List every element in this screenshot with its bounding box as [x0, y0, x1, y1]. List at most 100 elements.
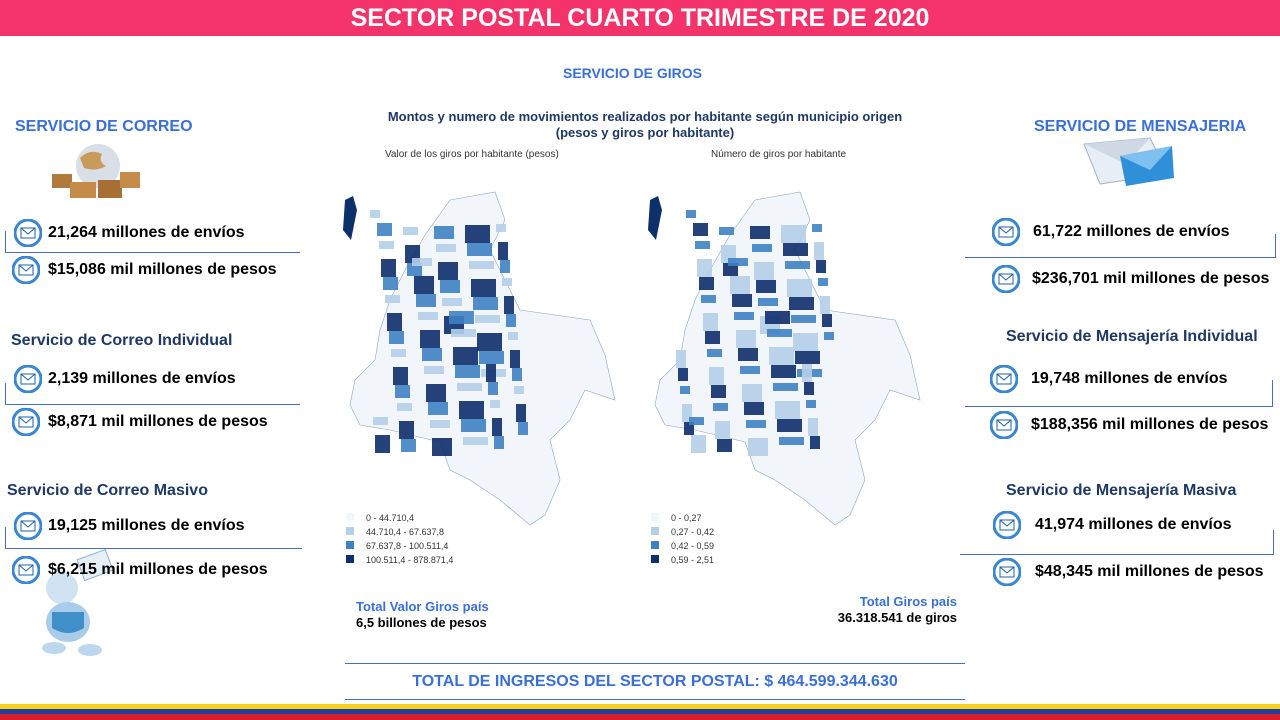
municipality — [701, 295, 716, 303]
municipality — [785, 261, 810, 269]
item-text: 19,125 millones de envíos — [48, 517, 245, 534]
municipality — [518, 422, 528, 435]
subsection-title: Servicio de Mensajería Individual — [1006, 328, 1258, 345]
municipality — [465, 225, 490, 243]
municipality — [471, 279, 496, 297]
legend-swatch — [651, 527, 659, 535]
maps: 0 - 44.710,4 44.710,4 - 67.637,8 67.637,8 … — [343, 191, 921, 565]
municipality — [769, 347, 794, 365]
map-title: (pesos y giros por habitante) — [555, 125, 735, 140]
municipality — [455, 365, 480, 378]
municipality — [820, 296, 830, 314]
bracket-line — [5, 383, 6, 405]
municipality — [414, 276, 434, 294]
municipality — [440, 280, 460, 293]
municipality — [373, 417, 388, 425]
legend-label: 100.511,4 - 878.871,4 — [366, 555, 453, 565]
municipality — [504, 296, 514, 314]
island — [343, 196, 357, 240]
item-text: $236,701 mil millones de pesos — [1032, 270, 1270, 287]
municipality — [787, 279, 812, 297]
mail-icon — [989, 410, 1019, 440]
municipality — [428, 402, 448, 415]
municipality — [432, 438, 452, 456]
legend-swatch — [651, 555, 659, 563]
municipality — [802, 364, 812, 382]
municipality — [502, 278, 512, 286]
municipality — [795, 351, 820, 364]
municipality — [506, 314, 516, 327]
item-text: 21,264 millones de envíos — [48, 224, 245, 241]
municipality — [420, 330, 440, 348]
legend-swatch — [346, 555, 354, 563]
municipality — [691, 435, 706, 453]
mail-icon — [991, 264, 1021, 294]
municipality — [684, 422, 694, 435]
legend-swatch — [651, 541, 659, 549]
municipality — [486, 364, 496, 382]
municipality — [711, 385, 726, 398]
mail-icon — [11, 555, 41, 585]
footer-total: TOTAL DE INGRESOS DEL SECTOR POSTAL: $ 4… — [412, 673, 898, 690]
municipality — [500, 260, 510, 273]
municipality — [686, 210, 696, 218]
legend-swatch — [346, 527, 354, 535]
giros-title: SERVICIO DE GIROS — [563, 65, 702, 81]
municipality — [508, 332, 518, 340]
header-title: SECTOR POSTAL CUARTO TRIMESTRE DE 2020 — [0, 0, 1280, 36]
municipality — [693, 223, 708, 236]
municipality — [490, 400, 500, 408]
municipality — [822, 314, 832, 327]
mascot-image — [42, 548, 114, 656]
municipality — [393, 367, 408, 385]
municipality — [385, 295, 400, 303]
municipality — [416, 294, 436, 307]
municipality — [806, 400, 816, 408]
municipality — [678, 368, 688, 381]
municipality — [449, 311, 474, 324]
municipality — [459, 401, 484, 419]
municipality — [418, 312, 438, 320]
map-subtitle: Número de giros por habitante — [711, 149, 847, 160]
municipality — [488, 382, 498, 395]
municipality — [818, 278, 828, 286]
municipality — [453, 347, 478, 365]
envelope-image — [1083, 137, 1174, 186]
municipality — [426, 384, 446, 402]
legend-swatch — [346, 541, 354, 549]
municipality — [723, 263, 738, 276]
municipality — [752, 244, 772, 252]
municipality — [492, 418, 502, 436]
mail-icon — [13, 511, 43, 541]
flag-stripe — [0, 704, 1280, 709]
item-text: $188,356 mil millones de pesos — [1031, 416, 1269, 433]
municipality — [457, 383, 482, 391]
municipality — [728, 258, 748, 266]
municipality — [436, 244, 456, 252]
municipality — [461, 419, 486, 432]
municipality — [682, 404, 692, 422]
municipality — [740, 366, 760, 374]
municipality — [697, 259, 712, 277]
mail-icon — [992, 557, 1022, 587]
municipality — [377, 223, 392, 236]
bracket-line — [1272, 380, 1273, 407]
municipality — [514, 386, 524, 394]
bracket-line — [960, 554, 1273, 555]
legend-swatch — [651, 513, 659, 521]
bracket-line — [5, 252, 300, 253]
municipality — [516, 404, 526, 422]
section-title: SERVICIO DE CORREO — [15, 118, 193, 135]
municipality — [422, 348, 442, 361]
municipality — [689, 417, 704, 425]
bracket-line — [5, 231, 6, 253]
municipality — [424, 366, 444, 374]
municipality — [479, 351, 504, 364]
municipality — [387, 313, 402, 331]
bracket-line — [5, 527, 6, 549]
municipality — [738, 348, 758, 361]
municipality — [808, 418, 818, 436]
municipality — [793, 333, 818, 351]
municipality — [746, 420, 766, 428]
